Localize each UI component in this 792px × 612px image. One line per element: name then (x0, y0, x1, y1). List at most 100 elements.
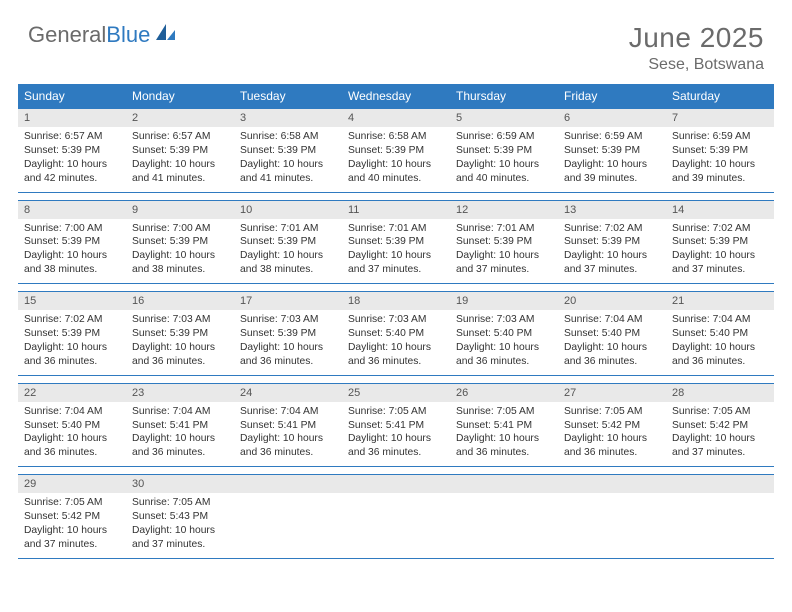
day-number: 29 (18, 475, 126, 493)
day-cell: 27Sunrise: 7:05 AMSunset: 5:42 PMDayligh… (558, 384, 666, 467)
week-row: 1Sunrise: 6:57 AMSunset: 5:39 PMDaylight… (18, 108, 774, 193)
day-number: 27 (558, 384, 666, 402)
day-cell: 14Sunrise: 7:02 AMSunset: 5:39 PMDayligh… (666, 201, 774, 284)
day-number: 22 (18, 384, 126, 402)
day-number (450, 475, 558, 493)
day-number (234, 475, 342, 493)
day-number: 17 (234, 292, 342, 310)
day-header: Saturday (666, 84, 774, 108)
day-number: 25 (342, 384, 450, 402)
day-body: Sunrise: 7:04 AMSunset: 5:40 PMDaylight:… (558, 310, 666, 375)
week-row: 22Sunrise: 7:04 AMSunset: 5:40 PMDayligh… (18, 383, 774, 468)
day-cell: 17Sunrise: 7:03 AMSunset: 5:39 PMDayligh… (234, 292, 342, 375)
day-body: Sunrise: 7:05 AMSunset: 5:41 PMDaylight:… (450, 402, 558, 467)
weeks-container: 1Sunrise: 6:57 AMSunset: 5:39 PMDaylight… (18, 108, 774, 559)
day-body (666, 493, 774, 549)
day-number (666, 475, 774, 493)
day-body: Sunrise: 6:59 AMSunset: 5:39 PMDaylight:… (666, 127, 774, 192)
day-number: 21 (666, 292, 774, 310)
day-number: 5 (450, 109, 558, 127)
day-cell: 26Sunrise: 7:05 AMSunset: 5:41 PMDayligh… (450, 384, 558, 467)
day-cell (450, 475, 558, 558)
day-body: Sunrise: 7:02 AMSunset: 5:39 PMDaylight:… (666, 219, 774, 284)
day-body: Sunrise: 7:05 AMSunset: 5:41 PMDaylight:… (342, 402, 450, 467)
sail-icon (154, 22, 176, 48)
day-cell (342, 475, 450, 558)
logo-word-blue: Blue (106, 22, 150, 48)
day-cell: 3Sunrise: 6:58 AMSunset: 5:39 PMDaylight… (234, 109, 342, 192)
day-number: 19 (450, 292, 558, 310)
day-number: 24 (234, 384, 342, 402)
day-body: Sunrise: 7:04 AMSunset: 5:40 PMDaylight:… (18, 402, 126, 467)
day-header: Monday (126, 84, 234, 108)
day-number: 9 (126, 201, 234, 219)
day-cell: 29Sunrise: 7:05 AMSunset: 5:42 PMDayligh… (18, 475, 126, 558)
day-number: 13 (558, 201, 666, 219)
logo-word-general: General (28, 22, 106, 48)
day-cell: 2Sunrise: 6:57 AMSunset: 5:39 PMDaylight… (126, 109, 234, 192)
day-body: Sunrise: 7:03 AMSunset: 5:40 PMDaylight:… (342, 310, 450, 375)
day-body (450, 493, 558, 549)
day-number: 14 (666, 201, 774, 219)
day-number: 30 (126, 475, 234, 493)
day-header: Friday (558, 84, 666, 108)
day-number: 23 (126, 384, 234, 402)
day-number: 12 (450, 201, 558, 219)
day-body: Sunrise: 7:03 AMSunset: 5:39 PMDaylight:… (126, 310, 234, 375)
day-header: Tuesday (234, 84, 342, 108)
day-cell: 13Sunrise: 7:02 AMSunset: 5:39 PMDayligh… (558, 201, 666, 284)
day-body: Sunrise: 7:00 AMSunset: 5:39 PMDaylight:… (126, 219, 234, 284)
day-body: Sunrise: 7:01 AMSunset: 5:39 PMDaylight:… (450, 219, 558, 284)
day-body: Sunrise: 7:05 AMSunset: 5:43 PMDaylight:… (126, 493, 234, 558)
logo: GeneralBlue (28, 22, 176, 48)
day-cell: 22Sunrise: 7:04 AMSunset: 5:40 PMDayligh… (18, 384, 126, 467)
day-number: 20 (558, 292, 666, 310)
day-body (558, 493, 666, 549)
day-body: Sunrise: 7:04 AMSunset: 5:41 PMDaylight:… (234, 402, 342, 467)
day-body: Sunrise: 7:05 AMSunset: 5:42 PMDaylight:… (18, 493, 126, 558)
day-body: Sunrise: 6:57 AMSunset: 5:39 PMDaylight:… (126, 127, 234, 192)
day-cell: 23Sunrise: 7:04 AMSunset: 5:41 PMDayligh… (126, 384, 234, 467)
day-number: 1 (18, 109, 126, 127)
day-cell: 15Sunrise: 7:02 AMSunset: 5:39 PMDayligh… (18, 292, 126, 375)
day-body: Sunrise: 7:04 AMSunset: 5:41 PMDaylight:… (126, 402, 234, 467)
day-number (558, 475, 666, 493)
location-label: Sese, Botswana (629, 56, 764, 74)
day-body: Sunrise: 7:02 AMSunset: 5:39 PMDaylight:… (558, 219, 666, 284)
day-header-row: SundayMondayTuesdayWednesdayThursdayFrid… (18, 84, 774, 108)
day-cell: 4Sunrise: 6:58 AMSunset: 5:39 PMDaylight… (342, 109, 450, 192)
day-body: Sunrise: 6:58 AMSunset: 5:39 PMDaylight:… (234, 127, 342, 192)
day-cell: 25Sunrise: 7:05 AMSunset: 5:41 PMDayligh… (342, 384, 450, 467)
day-number: 7 (666, 109, 774, 127)
day-body (342, 493, 450, 549)
day-number: 6 (558, 109, 666, 127)
day-number: 10 (234, 201, 342, 219)
day-number: 4 (342, 109, 450, 127)
calendar: SundayMondayTuesdayWednesdayThursdayFrid… (18, 84, 774, 559)
day-cell: 20Sunrise: 7:04 AMSunset: 5:40 PMDayligh… (558, 292, 666, 375)
day-cell: 11Sunrise: 7:01 AMSunset: 5:39 PMDayligh… (342, 201, 450, 284)
day-number: 2 (126, 109, 234, 127)
day-body: Sunrise: 6:59 AMSunset: 5:39 PMDaylight:… (450, 127, 558, 192)
week-row: 15Sunrise: 7:02 AMSunset: 5:39 PMDayligh… (18, 291, 774, 376)
day-header: Wednesday (342, 84, 450, 108)
day-number: 16 (126, 292, 234, 310)
day-number: 18 (342, 292, 450, 310)
week-row: 8Sunrise: 7:00 AMSunset: 5:39 PMDaylight… (18, 200, 774, 285)
day-cell (666, 475, 774, 558)
day-cell: 30Sunrise: 7:05 AMSunset: 5:43 PMDayligh… (126, 475, 234, 558)
day-cell: 19Sunrise: 7:03 AMSunset: 5:40 PMDayligh… (450, 292, 558, 375)
day-cell (234, 475, 342, 558)
day-number: 26 (450, 384, 558, 402)
day-cell: 6Sunrise: 6:59 AMSunset: 5:39 PMDaylight… (558, 109, 666, 192)
day-number: 11 (342, 201, 450, 219)
day-cell: 5Sunrise: 6:59 AMSunset: 5:39 PMDaylight… (450, 109, 558, 192)
day-cell: 18Sunrise: 7:03 AMSunset: 5:40 PMDayligh… (342, 292, 450, 375)
week-row: 29Sunrise: 7:05 AMSunset: 5:42 PMDayligh… (18, 474, 774, 559)
day-body: Sunrise: 7:03 AMSunset: 5:40 PMDaylight:… (450, 310, 558, 375)
day-number: 8 (18, 201, 126, 219)
day-body: Sunrise: 6:59 AMSunset: 5:39 PMDaylight:… (558, 127, 666, 192)
day-body: Sunrise: 7:01 AMSunset: 5:39 PMDaylight:… (234, 219, 342, 284)
day-body: Sunrise: 7:05 AMSunset: 5:42 PMDaylight:… (666, 402, 774, 467)
day-cell: 1Sunrise: 6:57 AMSunset: 5:39 PMDaylight… (18, 109, 126, 192)
